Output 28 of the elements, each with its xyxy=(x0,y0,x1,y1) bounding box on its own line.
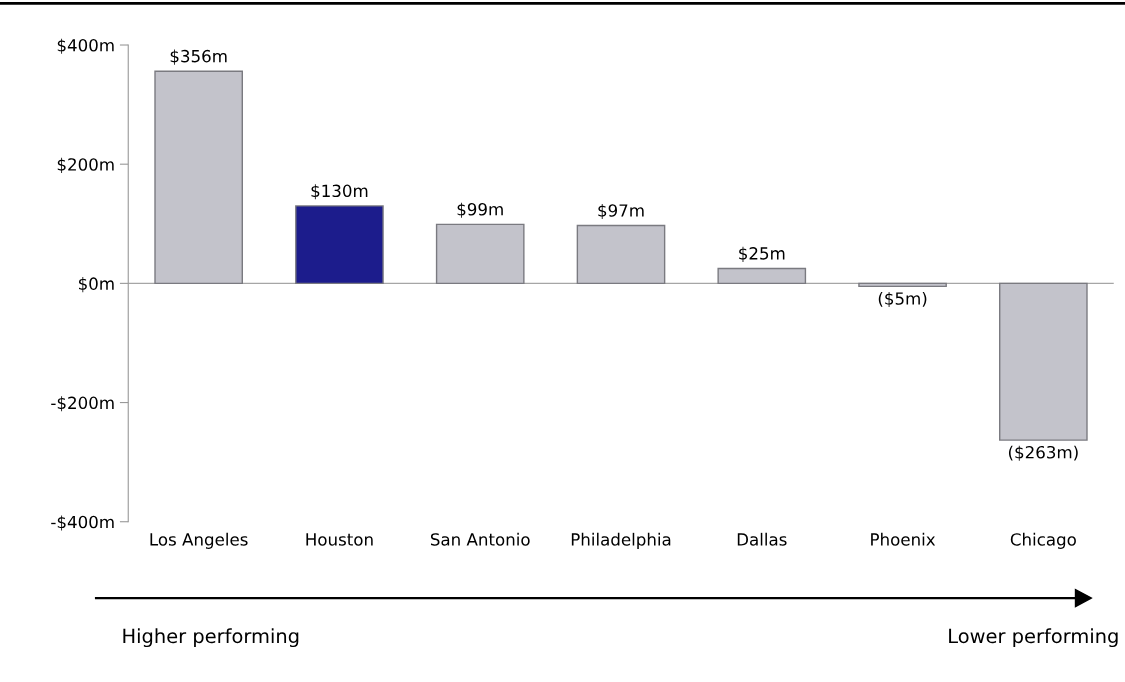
bar xyxy=(717,267,807,285)
x-tick-label: Los Angeles xyxy=(150,532,248,549)
bar xyxy=(295,205,384,285)
data-label: ($263m) xyxy=(1008,445,1078,461)
y-tick-label: $200m xyxy=(57,157,114,173)
x-tick-label: Houston xyxy=(306,533,373,546)
data-label: $97m xyxy=(598,203,644,219)
x-tick-label: San Antonio xyxy=(430,532,530,546)
bar xyxy=(154,70,243,285)
x-tick-label: Phoenix xyxy=(871,532,936,546)
y-tick-label: -$400m xyxy=(51,515,114,531)
bar xyxy=(999,282,1088,441)
data-label: ($5m) xyxy=(878,291,927,308)
y-tick-label: $0m xyxy=(79,277,114,293)
data-label: $130m xyxy=(311,184,368,200)
bar xyxy=(435,223,525,285)
text: Higher performing xyxy=(123,628,299,648)
text: Lower performing xyxy=(949,628,1118,648)
data-label: $356m xyxy=(170,49,227,65)
x-tick-label: Dallas xyxy=(737,532,787,546)
y-tick-label: -$200m xyxy=(51,396,114,412)
data-label: $25m xyxy=(739,246,785,262)
data-label: $99m xyxy=(457,202,503,218)
bar xyxy=(576,224,666,285)
x-tick-label: Philadelphia xyxy=(571,532,671,549)
x-tick-label: Chicago xyxy=(1010,532,1076,549)
y-tick-label: $400m xyxy=(57,38,114,54)
bar xyxy=(858,282,947,288)
